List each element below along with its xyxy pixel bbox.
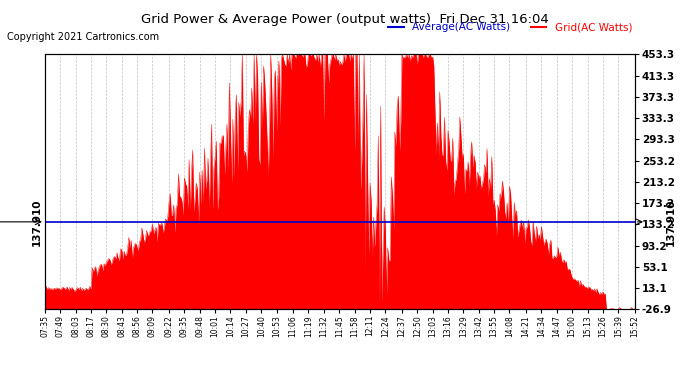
Legend: Average(AC Watts), Grid(AC Watts): Average(AC Watts), Grid(AC Watts) — [384, 18, 636, 37]
Text: Grid Power & Average Power (output watts)  Fri Dec 31 16:04: Grid Power & Average Power (output watts… — [141, 13, 549, 26]
Text: 137.910: 137.910 — [665, 198, 676, 246]
Text: Copyright 2021 Cartronics.com: Copyright 2021 Cartronics.com — [7, 32, 159, 42]
